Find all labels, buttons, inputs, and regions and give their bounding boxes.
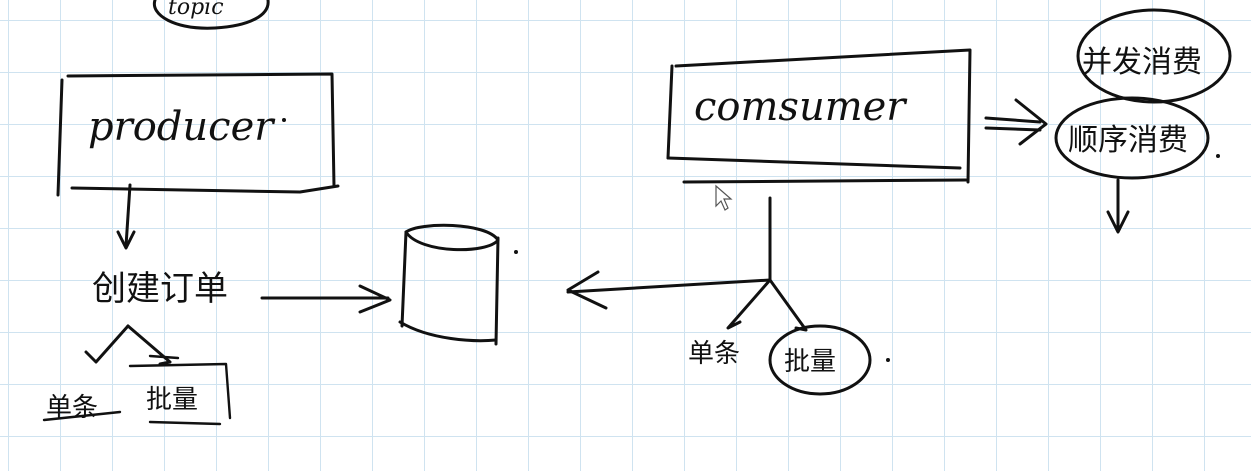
producer-child-single-underline <box>42 410 122 422</box>
message-queue-cylinder <box>398 223 500 346</box>
producer-to-order-arrow <box>116 183 136 250</box>
producer-label: producer <box>88 104 276 150</box>
dot-mark <box>514 250 518 254</box>
mouse-cursor-icon <box>715 184 733 211</box>
producer-child-batch-box <box>128 362 232 420</box>
consumer-child-batch-circle <box>768 324 872 396</box>
consumer-fetch-lines <box>566 196 808 332</box>
create-order-label: 创建订单 <box>92 269 228 309</box>
dot-mark <box>886 358 890 362</box>
concurrent-consume-label: 并发消费 <box>1082 45 1202 80</box>
dot-mark <box>282 118 286 122</box>
producer-child-batch-underline <box>148 420 222 426</box>
topic-node: topic <box>152 0 270 30</box>
consumer-child-single: 单条 <box>688 339 740 369</box>
dot-mark <box>1216 154 1220 158</box>
ordered-consume-ellipse <box>1054 96 1210 180</box>
consumer-child-batch: 批量 <box>784 347 836 377</box>
ordered-consume-label: 顺序消费 <box>1068 123 1188 158</box>
consumer-box: comsumer <box>666 48 972 184</box>
consumer-to-modes-arrow <box>984 98 1048 146</box>
order-to-queue-arrow <box>260 284 392 314</box>
order-split-arrows <box>84 324 180 366</box>
ordered-consume-down-arrow <box>1106 178 1130 234</box>
consumer-label: comsumer <box>694 84 908 130</box>
concurrent-consume-ellipse <box>1076 8 1232 104</box>
producer-box: producer <box>56 72 340 197</box>
producer-child-batch: 批量 <box>146 385 198 415</box>
topic-label: topic <box>168 0 224 20</box>
